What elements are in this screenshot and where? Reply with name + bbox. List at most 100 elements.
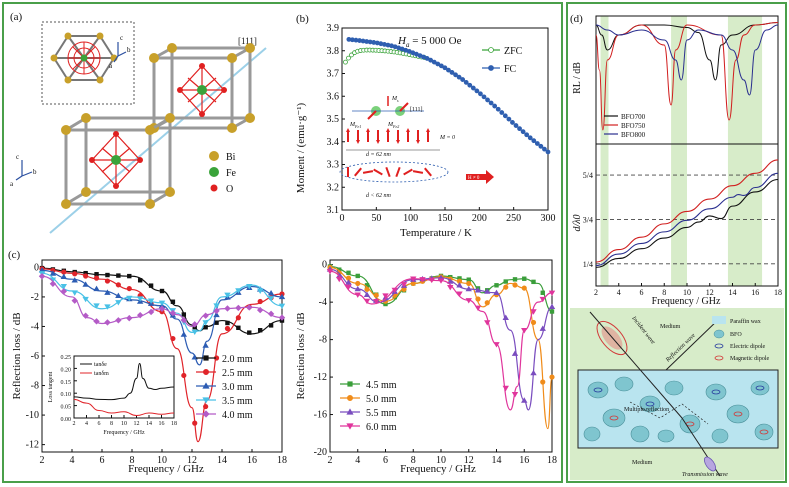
spin-arrowhead — [406, 128, 410, 132]
reflection-wave-line — [665, 317, 721, 371]
data-point — [191, 354, 198, 360]
y-tick-label: -16 — [314, 410, 327, 421]
data-point — [465, 285, 472, 292]
spin-dlt: d < 62 nm — [366, 193, 392, 199]
series-line-5-0-mm — [329, 266, 553, 430]
data-point — [511, 392, 519, 398]
data-point — [382, 293, 389, 299]
data-point — [105, 272, 110, 278]
spin-ms: Ms — [391, 96, 399, 103]
data-point-fc — [449, 70, 455, 75]
data-point — [82, 312, 89, 319]
data-point — [400, 282, 408, 288]
data-point — [214, 320, 219, 325]
spin-arrow — [362, 170, 374, 174]
data-point — [484, 288, 491, 294]
data-point-fc — [542, 146, 547, 152]
y-tick-label: -2 — [31, 292, 39, 303]
data-point — [256, 288, 264, 294]
frequency-band-highlight — [727, 16, 763, 286]
dipoles — [593, 385, 769, 435]
legend-marker-zfc — [488, 47, 494, 53]
data-point — [203, 403, 209, 410]
data-point — [126, 285, 132, 292]
x-tick-label: 18 — [171, 421, 177, 427]
spin-schematic: Ms [111] MFe1 MFe2 M = 0 d = 62 nm d < 6… — [339, 96, 494, 199]
x-tick-label: 150 — [438, 213, 453, 224]
data-point — [202, 342, 209, 348]
data-point-fc — [510, 120, 515, 125]
lower-atoms — [61, 113, 175, 209]
data-point — [235, 288, 242, 294]
y-tick-label: 0 — [322, 260, 327, 271]
spin-arrow — [403, 168, 413, 176]
data-point — [137, 278, 143, 283]
spin-arrowhead — [396, 140, 400, 144]
data-point — [202, 320, 209, 326]
data-point-fc — [485, 97, 490, 103]
legend-label: 2.5 mm — [222, 368, 253, 379]
data-point — [539, 296, 546, 303]
y-tick-label: 3/4 — [583, 215, 593, 224]
data-point — [104, 289, 111, 295]
x-tick-label: 0 — [340, 213, 345, 224]
spin-arrow — [385, 166, 391, 178]
left-figure-frame — [2, 2, 563, 483]
data-point — [521, 285, 527, 291]
series-line-BFO700 — [595, 178, 779, 268]
spin-arrow — [395, 166, 401, 178]
y-tick-label: 0.05 — [61, 405, 72, 411]
data-point-fc — [538, 143, 544, 149]
legend-label: BFO700 — [621, 113, 646, 121]
inset-legend-label: tanδe — [94, 362, 107, 368]
data-point — [540, 290, 545, 295]
panel-c-left-xlabel: Frequency / GHz — [128, 463, 204, 475]
data-point-fc — [513, 123, 519, 128]
panel-c-right: Reflection loss / dB Frequency / GHz 2 4 6… — [295, 259, 557, 475]
data-point — [511, 350, 519, 356]
data-point — [437, 278, 445, 284]
field-sub: a — [406, 41, 410, 49]
diagonal-111-line — [49, 47, 267, 234]
y-tick-label: -12 — [26, 440, 39, 451]
data-point — [456, 291, 463, 297]
y-tick-label: -4 — [31, 321, 39, 332]
x-tick-label: 2 — [328, 455, 333, 466]
data-point — [126, 314, 133, 322]
x-tick-label: 12 — [464, 455, 474, 466]
data-point-fc — [435, 61, 441, 67]
panel-b-xlabel: Temperature / K — [400, 227, 472, 239]
legend-o: O — [226, 184, 233, 195]
x-tick-label: 6 — [98, 421, 101, 427]
lower-cell — [64, 116, 172, 206]
data-point — [474, 305, 482, 311]
data-point — [383, 301, 388, 307]
data-point — [530, 319, 537, 326]
data-point — [169, 309, 177, 317]
x-tick-label: 10 — [121, 421, 127, 427]
data-point — [93, 318, 100, 325]
data-point — [181, 312, 187, 317]
panel-c-label: (c) — [8, 249, 21, 261]
data-point — [268, 323, 274, 328]
x-tick-label: 2 — [40, 455, 45, 466]
panel-d-top-ylabel: RL / dB — [572, 62, 583, 94]
x-tick-label: 4 — [70, 455, 75, 466]
data-point — [136, 311, 144, 319]
panel-b-label: (b) — [296, 13, 309, 25]
series-line-BFO800 — [595, 172, 779, 267]
data-point — [503, 279, 508, 284]
data-point — [278, 303, 286, 309]
series-line-BFO750 — [595, 22, 779, 131]
data-point — [82, 296, 89, 303]
series-line-BFO700 — [595, 22, 779, 81]
data-point-fc — [428, 57, 434, 63]
x-tick-label: 12 — [706, 288, 714, 297]
data-point — [494, 283, 499, 288]
spin-m0: M = 0 — [439, 135, 455, 141]
legend-label: 2.0 mm — [222, 354, 253, 365]
x-tick-label: 10 — [157, 455, 167, 466]
transmission-wave-icon — [703, 456, 717, 472]
x-tick-label: 16 — [519, 455, 529, 466]
data-point-fc — [467, 82, 473, 88]
